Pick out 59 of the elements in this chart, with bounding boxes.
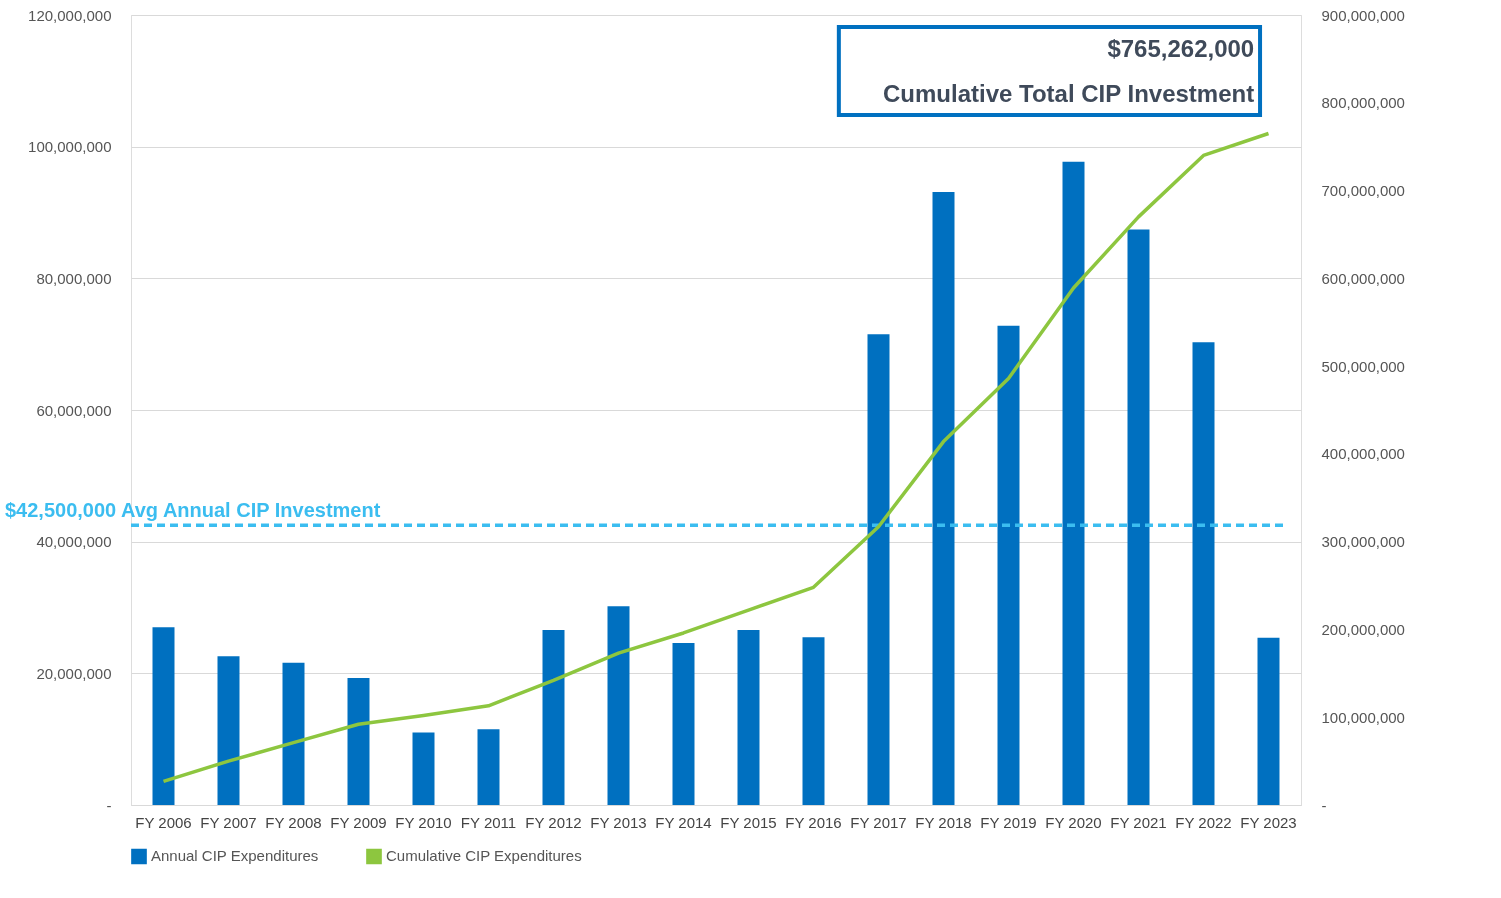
y2-tick-label: 600,000,000 — [1321, 269, 1405, 287]
bar — [1257, 637, 1280, 805]
y-tick-label: 60,000,000 — [36, 401, 112, 419]
y-tick-label: 120,000,000 — [28, 6, 112, 24]
x-tick-label: FY 2012 — [525, 813, 582, 831]
y2-tick-label: 300,000,000 — [1321, 533, 1405, 551]
y-tick-label: 80,000,000 — [36, 269, 112, 287]
y-tick-label: 20,000,000 — [36, 664, 112, 682]
bar — [477, 729, 500, 805]
bar — [347, 677, 370, 805]
y-tick-label: - — [106, 796, 112, 814]
bar — [152, 627, 175, 805]
y2-tick-label: 500,000,000 — [1321, 357, 1405, 375]
y2-tick-label: 800,000,000 — [1321, 94, 1405, 112]
bar — [412, 732, 435, 805]
y2-tick-label: - — [1321, 796, 1327, 814]
bar — [217, 656, 240, 805]
bar — [867, 334, 890, 805]
annotation: $765,262,000 — [1107, 35, 1255, 62]
bar — [607, 606, 630, 805]
ref-line-label: $42,500,000 Avg Annual CIP Investment — [5, 499, 381, 522]
x-tick-label: FY 2006 — [135, 813, 192, 831]
y2-tick-label: 200,000,000 — [1321, 620, 1405, 638]
x-tick-label: FY 2007 — [200, 813, 257, 831]
y2-tick-label: 900,000,000 — [1321, 6, 1405, 24]
x-tick-label: FY 2019 — [980, 813, 1037, 831]
y-tick-label: 40,000,000 — [36, 533, 112, 551]
bar — [737, 629, 760, 805]
y2-tick-label: 700,000,000 — [1321, 182, 1405, 200]
legend-label: Cumulative CIP Expenditures — [386, 847, 582, 865]
x-tick-label: FY 2021 — [1110, 813, 1167, 831]
bar — [1192, 342, 1215, 805]
x-tick-label: FY 2010 — [395, 813, 452, 831]
y2-tick-label: 100,000,000 — [1321, 708, 1405, 726]
bar — [1127, 229, 1150, 805]
x-tick-label: FY 2023 — [1240, 813, 1297, 831]
x-tick-label: FY 2009 — [330, 813, 387, 831]
x-tick-label: FY 2015 — [720, 813, 777, 831]
x-tick-label: FY 2011 — [460, 813, 517, 831]
line-series — [161, 131, 1271, 784]
x-tick-label: FY 2020 — [1045, 813, 1102, 831]
bar — [802, 637, 825, 805]
x-tick-label: FY 2018 — [915, 813, 972, 831]
y-tick-label: 100,000,000 — [28, 138, 112, 156]
bar — [282, 662, 305, 805]
bar — [672, 643, 695, 805]
x-tick-label: FY 2013 — [590, 813, 647, 831]
bar — [542, 629, 565, 805]
x-tick-label: FY 2008 — [265, 813, 322, 831]
legend-label: Annual CIP Expenditures — [151, 847, 319, 865]
x-tick-label: FY 2014 — [655, 813, 712, 831]
bar — [997, 325, 1020, 805]
bar — [1062, 161, 1085, 805]
x-tick-label: FY 2022 — [1175, 813, 1232, 831]
annotation: Cumulative Total CIP Investment — [883, 80, 1255, 107]
bar — [932, 192, 955, 805]
y2-tick-label: 400,000,000 — [1321, 445, 1405, 463]
x-tick-label: FY 2016 — [785, 813, 842, 831]
x-tick-label: FY 2017 — [850, 813, 907, 831]
